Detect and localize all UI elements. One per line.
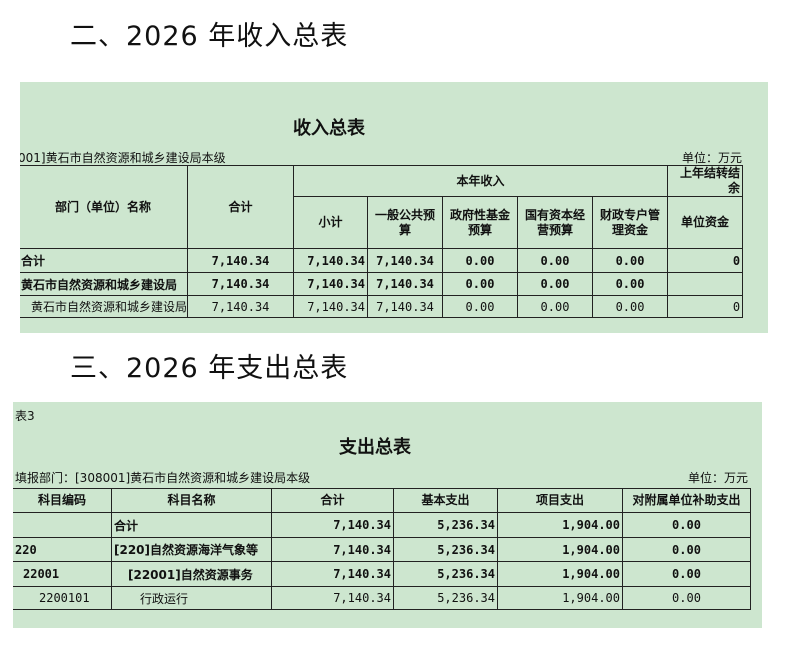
expense-heading: 三、2026 年支出总表 (70, 353, 349, 384)
header-carry: 上年结转结余 (667, 165, 744, 197)
table-row: 2200101 行政运行 7,140.34 5,236.34 1,904.00 … (13, 586, 751, 610)
expense-table-image: 表3 支出总表 填报部门：[308001]黄石市自然资源和城乡建设局本级 单位：… (13, 402, 762, 628)
header-subtotal: 小计 (293, 196, 368, 249)
header-project: 项目支出 (497, 488, 623, 513)
header-unitfund: 单位资金 (667, 196, 744, 249)
expense-title: 支出总表 (339, 437, 411, 458)
expense-table: 科目编码 科目名称 合计 基本支出 项目支出 对附属单位补助支出 合计 7,14… (13, 488, 751, 610)
header-fund: 政府性基金预算 (442, 196, 518, 249)
header-code: 科目编码 (13, 488, 112, 513)
header-basic: 基本支出 (393, 488, 498, 513)
table-row: 220 [220]自然资源海洋气象等 7,140.34 5,236.34 1,9… (13, 537, 751, 562)
income-table: 部门（单位）名称 合计 本年收入 上年结转结余 小计 一般公共预算 政府性基金预… (20, 165, 744, 318)
header-total: 合计 (187, 165, 294, 249)
income-title: 收入总表 (293, 118, 365, 139)
header-special: 财政专户管理资金 (591, 196, 669, 249)
table-number: 表3 (15, 409, 35, 423)
income-heading: 二、2026 年收入总表 (70, 21, 349, 52)
income-unit: 单位：万元 (681, 151, 742, 165)
income-dept: 001]黄石市自然资源和城乡建设局本级 (20, 151, 226, 165)
header-name: 部门（单位）名称 (20, 165, 188, 249)
table-row: 黄石市自然资源和城乡建设局 7,140.34 7,140.34 7,140.34… (20, 295, 744, 318)
header-subsidy: 对附属单位补助支出 (622, 488, 751, 513)
table-row: 黄石市自然资源和城乡建设局 7,140.34 7,140.34 7,140.34… (20, 272, 744, 296)
expense-unit: 单位：万元 (687, 471, 748, 485)
header-state: 国有资本经营预算 (517, 196, 593, 249)
header-subject: 科目名称 (111, 488, 272, 513)
income-table-image: 收入总表 001]黄石市自然资源和城乡建设局本级 单位：万元 部门（单位）名称 … (20, 82, 768, 333)
table-row: 合计 7,140.34 7,140.34 7,140.34 0.00 0.00 … (20, 248, 744, 273)
header-current: 本年收入 (292, 165, 669, 197)
header-total: 合计 (271, 488, 394, 513)
expense-dept: 填报部门：[308001]黄石市自然资源和城乡建设局本级 (15, 471, 311, 485)
table-row: 合计 7,140.34 5,236.34 1,904.00 0.00 (13, 512, 751, 538)
header-general: 一般公共预算 (367, 196, 443, 249)
table-row: 22001 [22001]自然资源事务 7,140.34 5,236.34 1,… (13, 561, 751, 587)
